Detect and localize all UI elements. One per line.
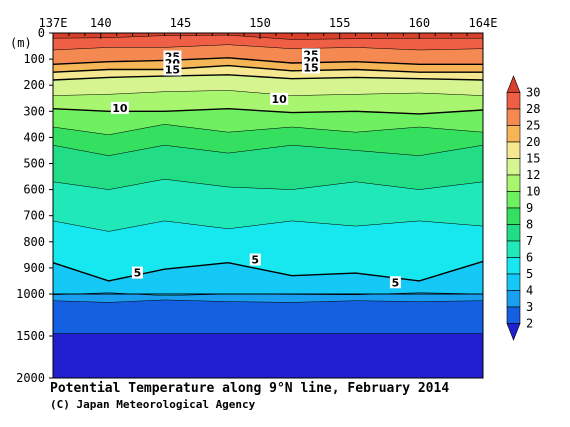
longitude-axis: 137E 140 145 150 155 160 164E [39, 16, 498, 39]
colorbar-label: 2 [526, 317, 533, 331]
colorbar-cell [506, 207, 521, 225]
depth-unit-label: (m) [10, 36, 32, 50]
colorbar-label: 15 [526, 152, 540, 166]
colorbar-cell [506, 240, 521, 258]
colorbar-label: 6 [526, 251, 533, 265]
contour-label-bg [110, 101, 129, 114]
contour-label-bg [163, 63, 182, 76]
y-tick-label: 600 [23, 183, 45, 197]
contour-label: 5 [134, 267, 142, 280]
contour-label-bg [270, 92, 289, 105]
contour-label: 10 [112, 102, 128, 115]
isotherm-8 [52, 144, 484, 156]
colorbar-cell [506, 273, 521, 291]
plot-frame [52, 32, 484, 379]
isotherm-12 [52, 90, 484, 96]
contour-label-bg [389, 276, 401, 289]
colorbar-cell [506, 92, 521, 110]
y-tick-label: 2000 [16, 371, 45, 385]
isotherm-7 [52, 178, 484, 190]
isotherm-28 [52, 44, 484, 51]
colorbar-label: 10 [526, 185, 540, 199]
chart-title: Potential Temperature along 9°N line, Fe… [50, 381, 449, 396]
colorbar-cell [506, 141, 521, 159]
isotherm-20 [52, 64, 483, 73]
x-tick-label: 160 [408, 16, 430, 30]
x-tick-label: 145 [170, 16, 192, 30]
colorbar-cell [506, 257, 521, 275]
y-tick-label: 300 [23, 104, 45, 118]
colorbar-label: 5 [526, 267, 533, 281]
colorbar-min-arrow [506, 323, 521, 341]
colorbar-cell [506, 108, 521, 126]
contour-label: 5 [251, 254, 259, 267]
contour-label: 5 [392, 276, 400, 289]
y-tick-label: 0 [38, 26, 45, 40]
isotherm-9 [52, 124, 484, 136]
colorbar-cell [506, 306, 521, 324]
x-tick-label: 140 [90, 16, 112, 30]
band-above-30 [53, 33, 483, 40]
y-tick-label: 800 [23, 235, 45, 249]
colorbar-label: 28 [526, 102, 540, 116]
x-tick-label: 155 [329, 16, 351, 30]
y-tick-label: 200 [23, 78, 45, 92]
y-tick-label: 700 [23, 209, 45, 223]
isotherm-25 [52, 57, 483, 66]
colorbar-label: 3 [526, 300, 533, 314]
colorbar-label: 30 [526, 86, 540, 100]
contour-label: 10 [271, 93, 287, 106]
y-tick-label: 400 [23, 130, 45, 144]
contour-label-bg [131, 266, 143, 279]
colorbar-label: 9 [526, 201, 533, 215]
colorbar-label: 7 [526, 234, 533, 248]
colorbar-label: 12 [526, 168, 540, 182]
isotherm-15 [52, 74, 484, 81]
x-tick-label: 137E [39, 16, 68, 30]
y-tick-label: 500 [23, 157, 45, 171]
y-tick-label: 900 [23, 261, 45, 275]
contour-label-bg [249, 253, 261, 266]
isotherm-5 [52, 260, 484, 282]
colorbar-cell [506, 158, 521, 176]
colorbar-cell [506, 174, 521, 192]
y-tick-label: 1000 [16, 287, 45, 301]
contour-label: 15 [165, 64, 180, 77]
colorbar-max-arrow [506, 75, 521, 93]
contour-label: 15 [303, 61, 318, 74]
contour-label-bg [302, 61, 320, 74]
colorbar-label: 4 [526, 284, 533, 298]
colorbar-cell [506, 191, 521, 209]
colorbar-cell [506, 125, 521, 143]
x-tick-label: 164E [469, 16, 498, 30]
depth-axis: 0 100 200 300 400 500 600 700 800 900 1000 1500 2000 [16, 26, 53, 385]
temperature-bands [53, 33, 483, 378]
y-tick-label: 1500 [16, 329, 45, 343]
y-tick-label: 100 [23, 52, 45, 66]
x-tick-label: 150 [249, 16, 271, 30]
colorbar: 30 28 25 20 15 12 10 9 8 7 6 5 4 3 2 [506, 75, 540, 341]
credit-line: (C) Japan Meteorological Agency [50, 398, 256, 411]
colorbar-label: 8 [526, 218, 533, 232]
isotherm-3 [52, 299, 484, 303]
colorbar-label: 20 [526, 135, 540, 149]
isotherm-6 [52, 220, 484, 232]
colorbar-cell [506, 290, 521, 308]
colorbar-label: 25 [526, 119, 540, 133]
colorbar-cell [506, 224, 521, 242]
